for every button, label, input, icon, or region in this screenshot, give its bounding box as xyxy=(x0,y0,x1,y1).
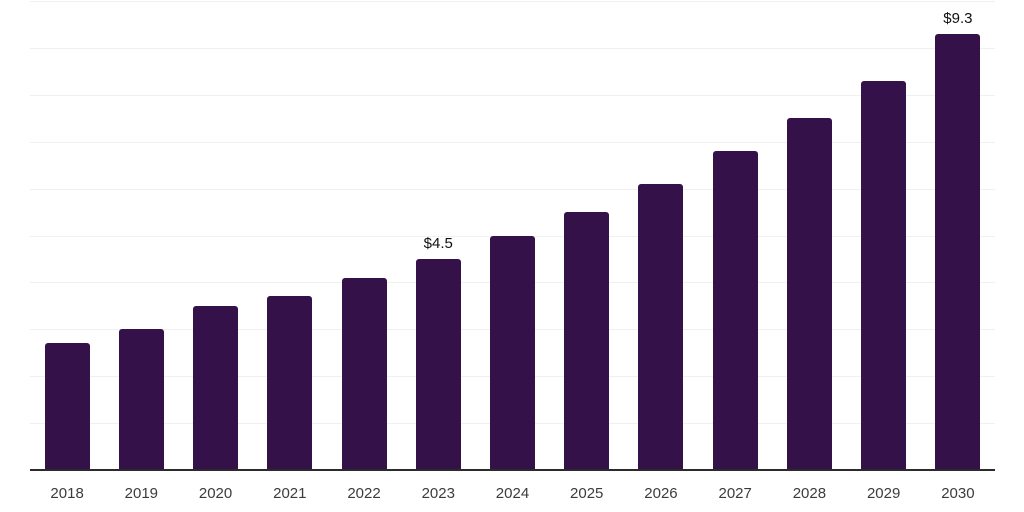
x-axis-line xyxy=(30,469,995,471)
bar-2022 xyxy=(341,277,387,470)
x-tick-2022: 2022 xyxy=(347,485,381,502)
bar-2023 xyxy=(415,258,461,470)
bar-2018 xyxy=(44,343,90,470)
x-tick-2023: 2023 xyxy=(421,485,455,502)
x-tick-2021: 2021 xyxy=(273,485,307,502)
bar-2025 xyxy=(564,212,610,470)
x-tick-2026: 2026 xyxy=(644,485,678,502)
x-tick-2020: 2020 xyxy=(198,485,233,502)
x-tick-2030: 2030 xyxy=(941,485,975,502)
gridline xyxy=(30,188,995,190)
bar-2027 xyxy=(712,151,758,470)
x-tick-2029: 2029 xyxy=(866,485,901,502)
x-tick-2018: 2018 xyxy=(50,485,84,502)
bar-value-label-2030: $9.3 xyxy=(943,9,973,27)
gridline xyxy=(30,141,995,143)
bar-2029 xyxy=(861,80,907,470)
gridline xyxy=(30,1,995,2)
bar-2024 xyxy=(490,235,535,470)
bar-2020 xyxy=(193,305,239,470)
bar-2021 xyxy=(267,296,313,470)
bar-2026 xyxy=(638,183,684,470)
x-tick-2027: 2027 xyxy=(718,485,752,502)
x-tick-2024: 2024 xyxy=(495,485,530,502)
bar-2030 xyxy=(935,33,981,470)
x-tick-2025: 2025 xyxy=(570,485,604,502)
bar-2028 xyxy=(786,118,832,470)
gridline xyxy=(30,47,995,49)
x-tick-2019: 2019 xyxy=(124,485,159,502)
bar-2019 xyxy=(118,329,164,470)
x-tick-2028: 2028 xyxy=(792,485,827,502)
bar-value-label-2023: $4.5 xyxy=(423,234,453,252)
gridline xyxy=(30,94,995,96)
